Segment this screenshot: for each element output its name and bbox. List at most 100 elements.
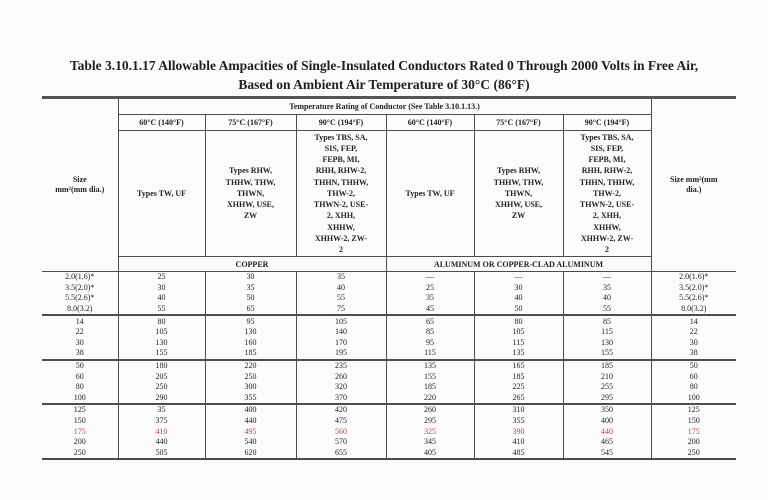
size-cell-left: 2.0(1.6)* xyxy=(42,271,119,283)
ampacity-cell: 40 xyxy=(296,282,387,294)
insulation-types-cell: Types RHW, THHW, THW, THWN, XHHW, USE, Z… xyxy=(205,130,297,257)
size-cell-left: 5.5(2.6)* xyxy=(42,293,119,304)
size-cell-left: 30 xyxy=(42,337,119,349)
size-cell-left: 125 xyxy=(42,404,119,416)
ampacity-cell: 130 xyxy=(205,326,297,338)
ampacity-cell: 440 xyxy=(118,436,206,448)
size-cell-left: 14 xyxy=(42,315,119,327)
ampacity-cell: 195 xyxy=(296,348,387,361)
ampacity-cell: 570 xyxy=(296,436,387,448)
ampacity-cell: 35 xyxy=(563,282,652,294)
ampacity-cell: 55 xyxy=(296,293,387,304)
ampacity-cell: 50 xyxy=(474,303,564,317)
size-cell-right: 250 xyxy=(687,447,700,457)
material-aluminum-header: ALUMINUM OR COPPER-CLAD ALUMINUM xyxy=(386,256,652,272)
temp-col-header: 60°C (140°F) xyxy=(386,114,475,131)
ampacity-cell: 135 xyxy=(386,359,475,372)
ampacity-cell: — xyxy=(386,271,475,283)
ampacity-cell: 55 xyxy=(563,303,652,317)
page-title: Table 3.10.1.17 Allowable Ampacities of … xyxy=(69,58,699,92)
ampacity-cell: 80 xyxy=(474,315,564,327)
table-row: 3.5(2.0)* 30 35 40 25 30 35 3.5(2.0)* xyxy=(42,282,736,294)
temp-col-header: 75°C (167°F) xyxy=(474,114,564,131)
size-cell-left: 200 xyxy=(42,436,119,448)
table-row: 125 35 400 420 260 310 350 125 xyxy=(42,404,736,416)
ampacity-cell: 540 xyxy=(205,436,297,448)
ampacity-cell: 295 xyxy=(386,415,475,427)
temp-col-header: 60°C (140°F) xyxy=(118,114,206,131)
size-cell-left: 8.0(3.2) xyxy=(42,303,119,317)
size-cell-right: 100 xyxy=(651,392,736,406)
size-cell-left: 3.5(2.0)* xyxy=(42,282,119,294)
ampacity-cell: 135 xyxy=(474,348,564,361)
size-cell-left: 100 xyxy=(42,392,119,406)
ampacity-table: Size mm²(mm dia.) Temperature Rating of … xyxy=(42,96,736,461)
size-header-right: Size mm²(mm dia.) xyxy=(651,97,736,272)
size-cell-left: 80 xyxy=(42,381,119,393)
ampacity-cell: 85 xyxy=(386,326,475,338)
ampacity-cell: 185 xyxy=(205,348,297,361)
ampacity-cell: 420 xyxy=(296,404,387,416)
ampacity-cell: 95 xyxy=(205,315,297,327)
temp-col-header: 75°C (167°F) xyxy=(205,114,297,131)
ampacity-cell: 35 xyxy=(118,404,206,416)
ampacity-cell: 35 xyxy=(296,271,387,283)
ampacity-cell: 505 xyxy=(118,447,206,460)
ampacity-cell: 440 xyxy=(563,426,652,437)
table-row: 50 180 220 235 135 165 185 50 xyxy=(42,359,736,372)
table-row: 38 155 185 195 115 135 155 38 xyxy=(42,348,736,361)
ampacity-cell: 655 xyxy=(296,447,387,460)
ampacity-cell: 40 xyxy=(474,293,564,304)
ampacity-cell: 35 xyxy=(386,293,475,304)
insulation-types-cell: Types TBS, SA, SIS, FEP, FEPB, MI, RHH, … xyxy=(563,130,652,257)
ampacity-cell: 170 xyxy=(296,337,387,349)
ampacity-cell: 220 xyxy=(205,359,297,372)
size-cell-left: 50 xyxy=(42,359,119,372)
table-row: 30 130 160 170 95 115 130 30 xyxy=(42,337,736,349)
ampacity-cell: 105 xyxy=(474,326,564,338)
ampacity-cell: 390 xyxy=(474,426,564,437)
ampacity-cell: 355 xyxy=(205,392,297,406)
size-cell-right: 50 xyxy=(689,361,698,371)
ampacity-cell: 75 xyxy=(296,303,387,317)
ampacity-cell: 160 xyxy=(205,337,297,349)
ampacity-cell: 265 xyxy=(474,392,564,406)
ampacity-cell: 65 xyxy=(205,303,297,317)
ampacity-cell: 115 xyxy=(386,348,475,361)
size-cell-left: 22 xyxy=(42,326,119,338)
ampacity-cell: 370 xyxy=(296,392,387,406)
size-cell-right: 22 xyxy=(689,327,698,337)
size-cell-right: 125 xyxy=(687,405,700,415)
size-cell-right: 175 xyxy=(687,426,700,436)
table-row: 60 205 250 260 155 185 210 60 xyxy=(42,371,736,382)
ampacity-cell: 325 xyxy=(386,426,475,437)
size-cell-right: 5.5(2.6)* xyxy=(679,293,709,303)
ampacity-cell: 85 xyxy=(563,315,652,327)
table-row: 175 410 495 560 325 390 440 175 xyxy=(42,426,736,437)
size-cell-right: 200 xyxy=(687,437,700,447)
ampacity-cell: 295 xyxy=(563,392,652,406)
ampacity-cell: 320 xyxy=(296,381,387,393)
ampacity-cell: 40 xyxy=(563,293,652,304)
ampacity-cell: 300 xyxy=(205,381,297,393)
ampacity-cell: 400 xyxy=(205,404,297,416)
ampacity-cell: 345 xyxy=(386,436,475,448)
ampacity-cell: 140 xyxy=(296,326,387,338)
ampacity-cell: 45 xyxy=(386,303,475,317)
size-cell-right: 8.0(3.2) xyxy=(651,303,736,317)
ampacity-cell: 30 xyxy=(118,282,206,294)
size-header-left: Size mm²(mm dia.) xyxy=(42,97,119,272)
ampacity-cell: 105 xyxy=(296,315,387,327)
temp-col-header: 90°C (194°F) xyxy=(296,114,387,131)
ampacity-cell: 410 xyxy=(474,436,564,448)
ampacity-cell: 250 xyxy=(118,381,206,393)
ampacity-cell: 620 xyxy=(205,447,297,460)
ampacity-cell: 65 xyxy=(386,315,475,327)
temp-rating-header: Temperature Rating of Conductor (See Tab… xyxy=(118,97,652,115)
ampacity-cell: 185 xyxy=(563,359,652,372)
ampacity-cell: 95 xyxy=(386,337,475,349)
ampacity-cell: 495 xyxy=(205,426,297,437)
ampacity-cell: 235 xyxy=(296,359,387,372)
table-row: 200 440 540 570 345 410 465 200 xyxy=(42,436,736,448)
table-row: 22 105 130 140 85 105 115 22 xyxy=(42,326,736,338)
